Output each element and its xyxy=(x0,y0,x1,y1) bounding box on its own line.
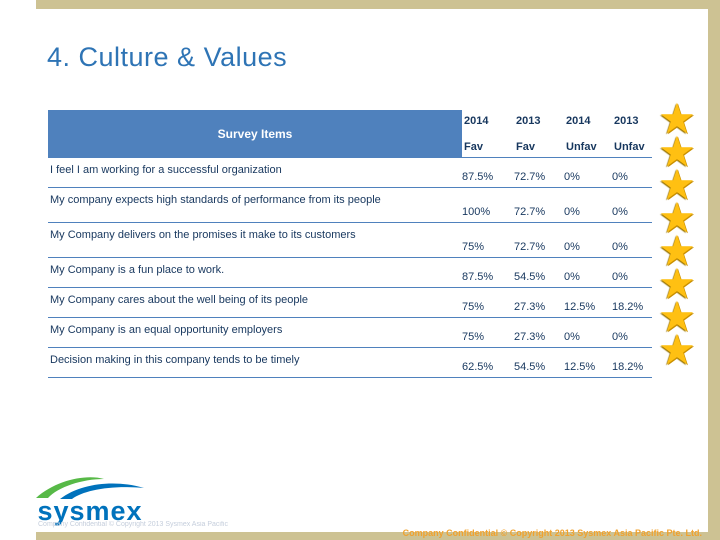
value-2013-fav: 27.3% xyxy=(514,301,546,313)
value-2013-fav: 27.3% xyxy=(514,331,546,343)
col-header-2014-fav: 2014 Fav xyxy=(462,110,514,157)
survey-results-table: Survey Items 2014 Fav 2013 Fav 2014 Unfa… xyxy=(48,110,652,378)
col-type: Fav xyxy=(464,141,483,153)
sysmex-logo: sysmex xyxy=(28,474,152,525)
value-2013-unfav: 18.2% xyxy=(612,361,644,373)
survey-item-label: My company expects high standards of per… xyxy=(50,194,381,206)
star-icon: ★ xyxy=(658,194,696,241)
sysmex-logo-text: sysmex xyxy=(37,496,143,526)
table-row: My Company cares about the well being of… xyxy=(48,288,652,318)
value-2014-unfav: 0% xyxy=(564,206,580,218)
star-icon: ★ xyxy=(658,128,696,175)
star-column: ★ ★ ★ ★ ★ ★ ★ ★ xyxy=(650,95,704,373)
star-icon: ★ xyxy=(658,326,696,373)
value-2014-unfav: 0% xyxy=(564,171,580,183)
table-row: I feel I am working for a successful org… xyxy=(48,158,652,188)
sysmex-swoosh-icon xyxy=(36,477,144,499)
star-icon: ★ xyxy=(658,227,696,274)
value-2013-unfav: 0% xyxy=(612,206,628,218)
value-2014-unfav: 0% xyxy=(564,331,580,343)
value-2014-fav: 100% xyxy=(462,206,491,218)
col-type: Unfav xyxy=(614,141,645,153)
star-icon: ★ xyxy=(658,260,696,307)
col-type: Unfav xyxy=(566,141,597,153)
page-title: 4. Culture & Values xyxy=(47,42,288,72)
value-2013-unfav: 0% xyxy=(612,171,628,183)
value-2013-fav: 54.5% xyxy=(514,361,546,373)
value-2014-fav: 62.5% xyxy=(462,361,494,373)
survey-item-label: My Company cares about the well being of… xyxy=(50,294,309,306)
value-2014-unfav: 0% xyxy=(564,241,580,253)
value-2014-unfav: 12.5% xyxy=(564,361,596,373)
star-icon: ★ xyxy=(658,161,696,208)
copyright-text: Company Confidential © Copyright 2013 Sy… xyxy=(402,528,702,538)
value-2013-fav: 72.7% xyxy=(514,206,546,218)
value-2013-unfav: 18.2% xyxy=(612,301,644,313)
value-2014-unfav: 12.5% xyxy=(564,301,596,313)
table-row: My Company is a fun place to work. 87.5%… xyxy=(48,258,652,288)
table-row: My Company delivers on the promises it m… xyxy=(48,223,652,258)
col-header-2013-unfav: 2013 Unfav xyxy=(612,110,652,157)
survey-item-label: My Company is a fun place to work. xyxy=(50,264,225,276)
value-2013-unfav: 0% xyxy=(612,241,628,253)
col-year: 2014 xyxy=(464,115,489,127)
value-2013-fav: 72.7% xyxy=(514,171,546,183)
value-2014-fav: 87.5% xyxy=(462,171,494,183)
slide-frame-right xyxy=(708,0,720,540)
col-year: 2014 xyxy=(566,115,591,127)
col-year: 2013 xyxy=(614,115,639,127)
value-2014-fav: 75% xyxy=(462,331,485,343)
value-2014-unfav: 0% xyxy=(564,271,580,283)
star-icon: ★ xyxy=(658,293,696,340)
col-header-2014-unfav: 2014 Unfav xyxy=(564,110,612,157)
col-header-2013-fav: 2013 Fav xyxy=(514,110,564,157)
value-2014-fav: 75% xyxy=(462,301,485,313)
slide-frame-top xyxy=(36,0,720,9)
watermark-text: Company Confidential © Copyright 2013 Sy… xyxy=(38,521,228,528)
value-2013-unfav: 0% xyxy=(612,271,628,283)
star-icon: ★ xyxy=(658,95,696,142)
slide-frame-bottom xyxy=(36,532,720,540)
table-row: Decision making in this company tends to… xyxy=(48,348,652,378)
value-2013-unfav: 0% xyxy=(612,331,628,343)
survey-item-label: Decision making in this company tends to… xyxy=(50,354,300,366)
survey-items-header: Survey Items xyxy=(48,110,462,157)
col-type: Fav xyxy=(516,141,535,153)
value-2013-fav: 72.7% xyxy=(514,241,546,253)
value-2014-fav: 75% xyxy=(462,241,485,253)
survey-item-label: My Company delivers on the promises it m… xyxy=(50,229,356,241)
value-2013-fav: 54.5% xyxy=(514,271,546,283)
survey-item-label: My Company is an equal opportunity emplo… xyxy=(50,324,283,336)
table-header-row: Survey Items 2014 Fav 2013 Fav 2014 Unfa… xyxy=(48,110,652,158)
table-row: My Company is an equal opportunity emplo… xyxy=(48,318,652,348)
col-year: 2013 xyxy=(516,115,541,127)
value-2014-fav: 87.5% xyxy=(462,271,494,283)
survey-item-label: I feel I am working for a successful org… xyxy=(50,164,282,176)
table-row: My company expects high standards of per… xyxy=(48,188,652,223)
